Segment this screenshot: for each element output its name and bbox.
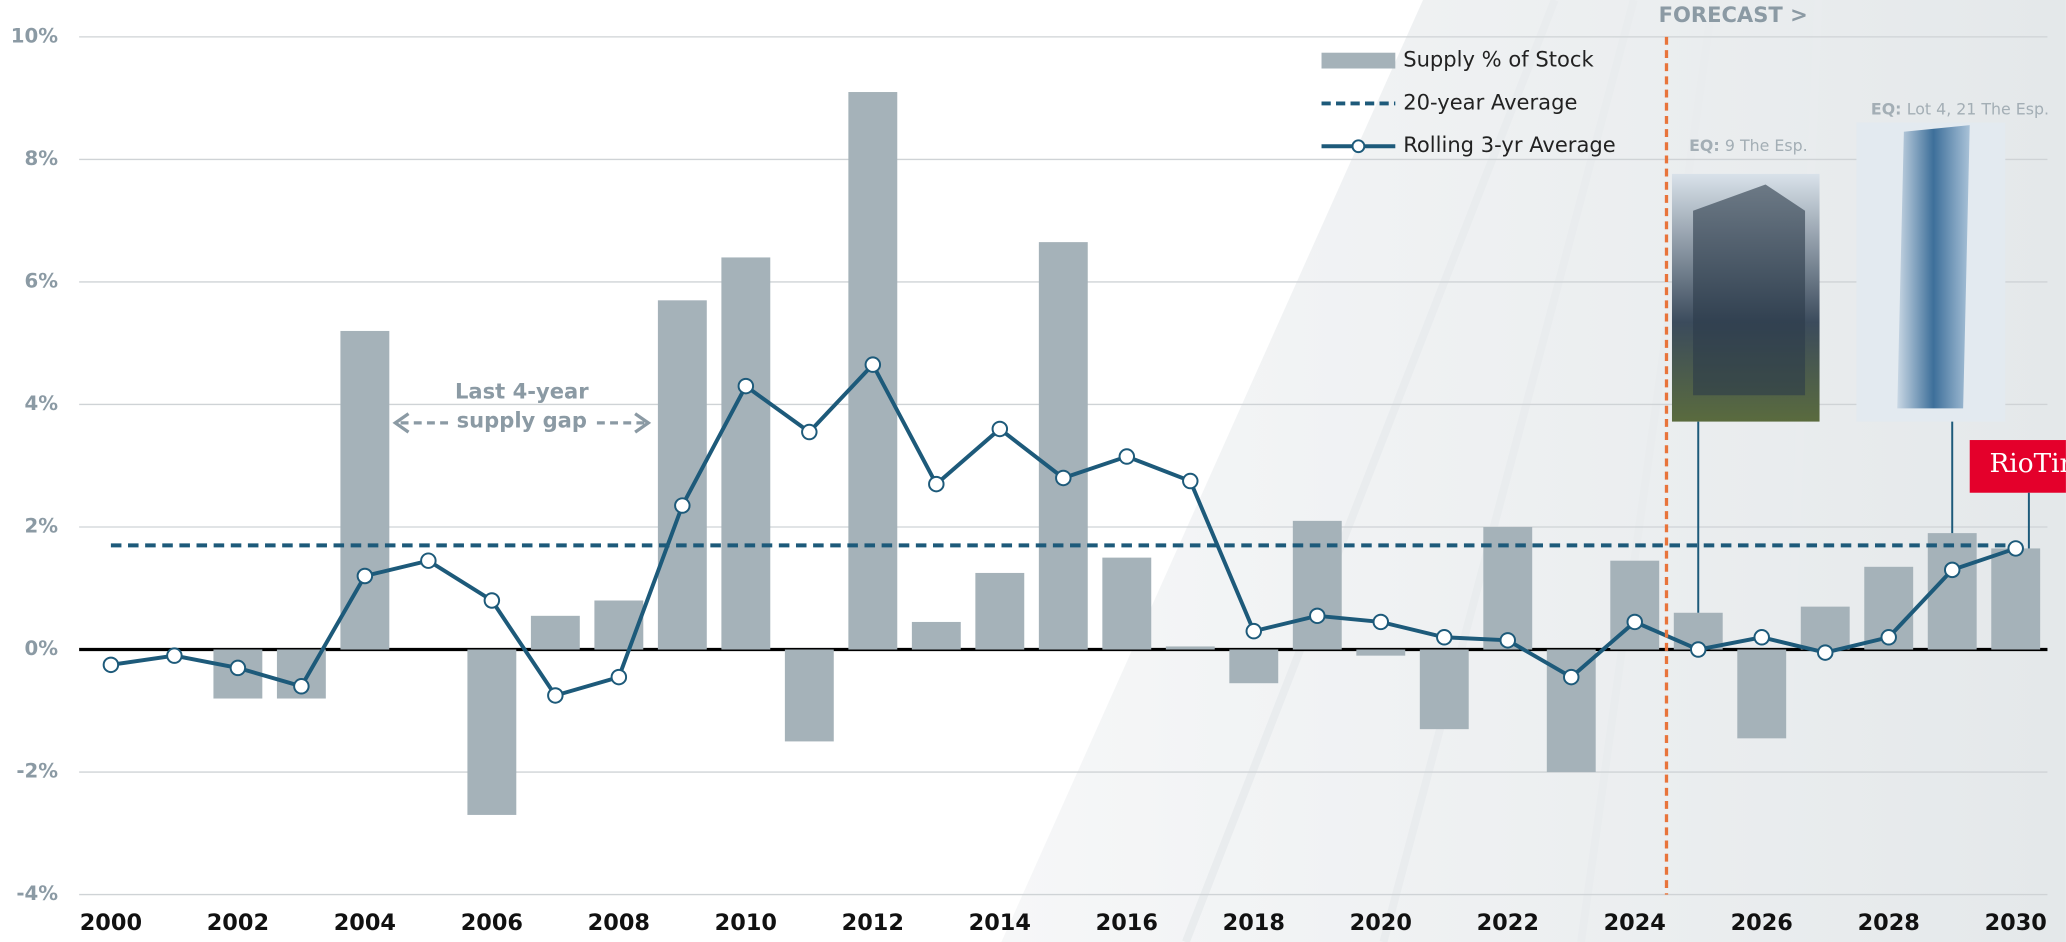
line-point [802, 425, 816, 439]
x-tick-label: 2012 [842, 910, 904, 936]
y-tick-label: 6% [25, 269, 59, 292]
x-tick-label: 2018 [1223, 910, 1285, 936]
x-tick-label: 2030 [1985, 910, 2047, 936]
x-tick-label: 2020 [1350, 910, 1412, 936]
bar [1991, 548, 2040, 649]
line-point [1945, 563, 1959, 577]
legend-swatch [1352, 140, 1364, 152]
line-point [1374, 615, 1388, 629]
bar [1801, 607, 1850, 650]
line-point [1818, 645, 1832, 659]
x-tick-label: 2016 [1096, 910, 1158, 936]
project-name: 9 The Esp. [1725, 136, 1808, 155]
line-point [1881, 630, 1895, 644]
line-point [358, 569, 372, 583]
legend-label: Rolling 3-yr Average [1403, 132, 1616, 157]
y-tick-label: 2% [25, 514, 59, 537]
line-point [294, 679, 308, 693]
line-point [485, 593, 499, 607]
legend-label: Supply % of Stock [1403, 47, 1594, 72]
gap-annotation: Last 4-year [455, 379, 589, 404]
line-point [1056, 471, 1070, 485]
line-point [866, 357, 880, 371]
line-point [1691, 642, 1705, 656]
line-point [1437, 630, 1451, 644]
project-label: EQ: Lot 4, 21 The Esp. [1871, 99, 2049, 118]
x-tick-label: 2004 [334, 910, 396, 936]
line-point [1247, 624, 1261, 638]
line-point [675, 498, 689, 512]
y-tick-label: -4% [16, 882, 58, 905]
y-tick-label: 8% [25, 147, 59, 170]
y-tick-label: -2% [16, 760, 58, 783]
project-tag: EQ: [1689, 136, 1720, 155]
x-tick-label: 2014 [969, 910, 1031, 936]
gap-annotation: supply gap [457, 408, 587, 433]
bar [1229, 650, 1278, 684]
x-tick-label: 2000 [80, 910, 142, 936]
x-tick-label: 2026 [1731, 910, 1793, 936]
bar [467, 650, 516, 815]
bar [1420, 650, 1469, 730]
line-point [2008, 541, 2022, 555]
line-point [1501, 633, 1515, 647]
bar [594, 601, 643, 650]
project-name: Lot 4, 21 The Esp. [1907, 99, 2049, 118]
x-tick-label: 2010 [715, 910, 777, 936]
forecast-label: FORECAST > [1659, 2, 1808, 27]
line-point [104, 658, 118, 672]
line-point [1754, 630, 1768, 644]
x-tick-label: 2002 [207, 910, 269, 936]
bar [721, 257, 770, 649]
line-point [421, 553, 435, 567]
bar [1928, 533, 1977, 649]
line-point [739, 379, 753, 393]
project-tag: EQ: [1871, 99, 1902, 118]
line-point [1120, 449, 1134, 463]
bar [975, 573, 1024, 650]
x-tick-label: 2008 [588, 910, 650, 936]
line-point [1183, 474, 1197, 488]
x-tick-label: 2028 [1858, 910, 1920, 936]
legend-label: 20-year Average [1403, 89, 1577, 114]
line-point [1310, 609, 1324, 623]
y-tick-label: 10% [11, 24, 58, 47]
bar [1293, 521, 1342, 650]
bar [531, 616, 580, 650]
line-point [1628, 615, 1642, 629]
project-label: EQ: 9 The Esp. [1689, 136, 1808, 155]
bar [912, 622, 961, 650]
line-point [1564, 670, 1578, 684]
bar [785, 650, 834, 742]
bar [1166, 646, 1215, 649]
line-point [993, 422, 1007, 436]
bar [340, 331, 389, 650]
bar [1737, 650, 1786, 739]
bar [1356, 650, 1405, 656]
line-point [548, 688, 562, 702]
chart: -4% -2% 0% 2% 4% 6% 8% 10% 2000 2002 2004 2006 2008 2… [0, 0, 2066, 942]
bar [1039, 242, 1088, 649]
y-tick-label: 4% [25, 392, 59, 415]
line-point [612, 670, 626, 684]
x-tick-label: 2006 [461, 910, 523, 936]
x-tick-label: 2024 [1604, 910, 1666, 936]
line-point [167, 648, 181, 662]
line-point [929, 477, 943, 491]
line-point [231, 661, 245, 675]
project-logo: RioTinto [1989, 449, 2066, 479]
legend-swatch [1322, 53, 1396, 69]
bar [1102, 558, 1151, 650]
x-tick-label: 2022 [1477, 910, 1539, 936]
y-tick-label: 0% [25, 637, 59, 660]
